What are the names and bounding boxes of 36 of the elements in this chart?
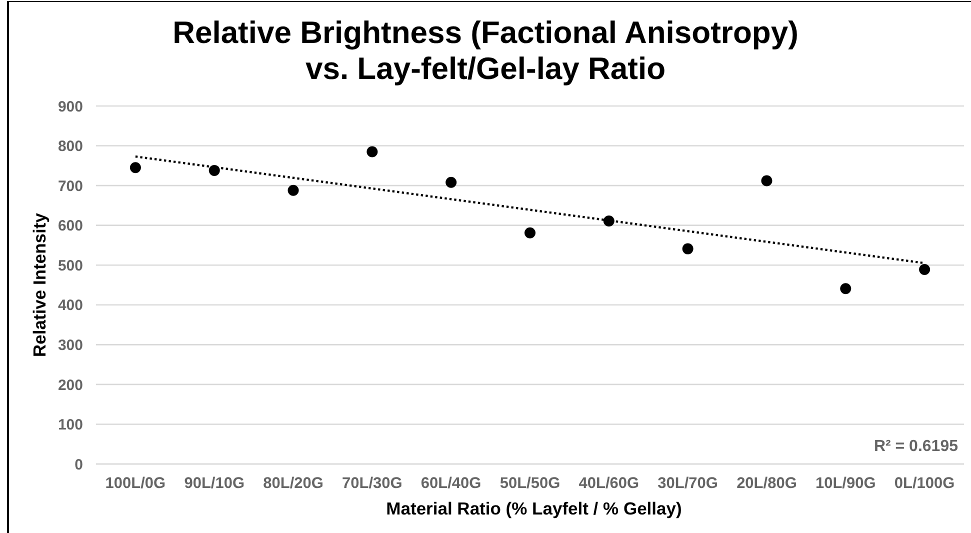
y-tick-label: 100 — [58, 416, 83, 434]
x-tick-label: 10L/90G — [815, 475, 876, 492]
point — [603, 215, 614, 226]
y-tick-label: 900 — [58, 98, 83, 116]
y-tick-label: 0 — [74, 456, 83, 474]
point — [524, 227, 536, 238]
annotation: R² = 0.6195 — [874, 438, 958, 456]
point — [208, 164, 220, 176]
y-axis-title: Relative Intensity — [30, 213, 50, 357]
x-tick-label: 50L/50G — [500, 475, 560, 492]
point — [288, 184, 299, 196]
point — [130, 162, 141, 174]
x-tick-label: 40L/60G — [578, 475, 640, 492]
point — [761, 175, 772, 186]
x-tick-label: 0L/100G — [894, 475, 955, 492]
y-tick-label: 300 — [58, 336, 83, 354]
x-tick-label: 30L/70G — [658, 475, 718, 492]
x-tick-label: 100L/0G — [105, 475, 166, 492]
x-axis-title: Material Ratio (% Layfelt / % Gellay) — [386, 498, 682, 520]
x-tick-label: 20L/80G — [736, 475, 797, 492]
x-tick-label: 90L/10G — [184, 475, 245, 492]
x-tick-label: 70L/30G — [342, 475, 402, 492]
x-tick-label: 60L/40G — [420, 475, 482, 492]
x-tick-label: 80L/20G — [263, 475, 324, 492]
y-tick-label: 500 — [58, 257, 83, 274]
y-tick-label: 700 — [58, 178, 83, 195]
y-tick-label: 800 — [58, 138, 83, 156]
point — [682, 243, 694, 254]
point — [366, 146, 378, 158]
y-tick-label: 400 — [58, 297, 83, 314]
y-tick-label: 200 — [58, 376, 83, 394]
y-tick-label: 600 — [58, 218, 83, 235]
point — [840, 283, 852, 294]
chart-title: Relative Brightness (Factional Anisotropy) vs. Lay-felt/Gel-lay Ratio — [172, 15, 800, 87]
point — [446, 176, 457, 188]
point — [919, 264, 930, 275]
